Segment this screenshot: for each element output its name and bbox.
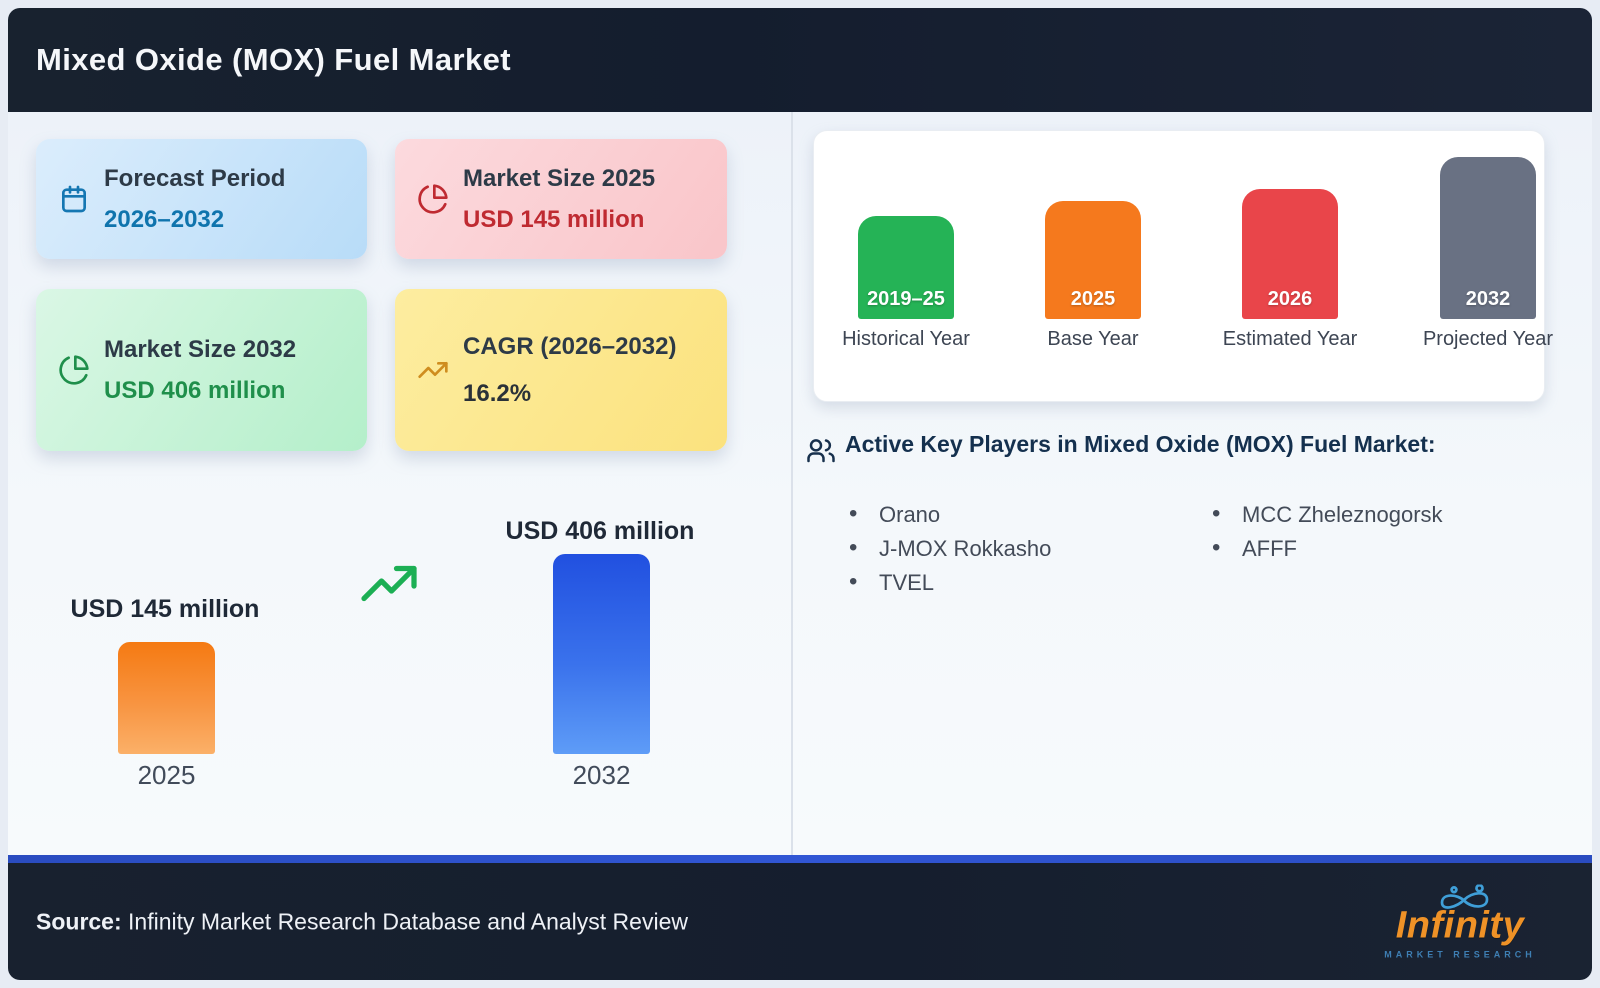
timeline-card: 2019–25 2025 2026 2032 Historical Year B… <box>813 130 1553 402</box>
pie-chart-icon <box>417 183 449 215</box>
bar-category-2025: 2025 <box>137 760 196 790</box>
stat-card-market-size-2025: Market Size 2025 USD 145 million <box>395 139 727 259</box>
key-players-column-2: MCC Zheleznogorsk AFFF <box>1208 502 1443 572</box>
key-player-item: MCC Zheleznogorsk <box>1208 502 1443 526</box>
page-title: Mixed Oxide (MOX) Fuel Market <box>36 42 511 77</box>
card-value: 2026–2032 <box>104 205 225 233</box>
timeline-bar-estimated: 2026 <box>1242 189 1338 319</box>
timeline-caption-historical: Historical Year <box>842 328 970 350</box>
pie-chart-icon <box>58 354 90 386</box>
card-title: Market Size 2032 <box>104 336 297 364</box>
card-title: CAGR (2026–2032) <box>463 332 677 360</box>
timeline-caption-estimated: Estimated Year <box>1222 328 1358 350</box>
timeline-caption-projected: Projected Year <box>1422 328 1554 350</box>
key-players-column-1: Orano J-MOX Rokkasho TVEL <box>845 502 1051 606</box>
footer-bar: Source: Infinity Market Research Databas… <box>8 863 1592 980</box>
card-title: Market Size 2025 <box>463 165 656 193</box>
card-title: Forecast Period <box>104 165 286 193</box>
logo-name: Infinity <box>1395 904 1525 946</box>
bar-category-2032: 2032 <box>572 760 631 790</box>
stat-card-market-size-2032: Market Size 2032 USD 406 million <box>36 289 367 451</box>
timeline-bar-label: 2026 <box>1267 288 1313 310</box>
key-player-item: J-MOX Rokkasho <box>845 536 1051 560</box>
bar-value-label-2025: USD 145 million <box>70 595 260 623</box>
card-value: 16.2% <box>463 380 532 407</box>
key-players-heading: Active Key Players in Mixed Oxide (MOX) … <box>845 431 1436 457</box>
growth-bar-2025 <box>118 642 215 754</box>
source-line: Source: Infinity Market Research Databas… <box>36 908 688 935</box>
timeline-bar-label: 2032 <box>1465 288 1511 310</box>
stat-card-forecast-period: Forecast Period 2026–2032 <box>36 139 367 259</box>
trending-up-icon <box>417 354 449 386</box>
logo-subtitle: MARKET RESEARCH <box>1384 949 1536 959</box>
timeline-bar-historical: 2019–25 <box>858 216 954 319</box>
key-player-item: TVEL <box>845 570 1051 594</box>
stat-card-cagr: CAGR (2026–2032) 16.2% <box>395 289 727 451</box>
key-player-item: Orano <box>845 502 1051 526</box>
card-value: USD 145 million <box>463 205 645 233</box>
bar-value-label-2032: USD 406 million <box>505 517 695 545</box>
timeline-bar-label: 2019–25 <box>867 288 945 310</box>
calendar-icon <box>58 183 90 215</box>
source-text: Infinity Market Research Database and An… <box>121 908 688 934</box>
timeline-bar-base: 2025 <box>1045 201 1141 319</box>
header-bar: Mixed Oxide (MOX) Fuel Market <box>8 8 1592 112</box>
infinity-loop-icon <box>1400 884 1560 914</box>
source-label: Source: <box>36 908 122 934</box>
card-value: USD 406 million <box>104 376 286 404</box>
footer-accent-strip <box>8 855 1592 863</box>
timeline-caption-base: Base Year <box>1047 328 1139 350</box>
key-player-item: AFFF <box>1208 536 1443 560</box>
panel-divider <box>791 112 793 855</box>
growth-trend-arrow-icon <box>352 556 426 616</box>
timeline-bar-label: 2025 <box>1070 288 1116 310</box>
users-icon <box>806 436 836 466</box>
timeline-bar-projected: 2032 <box>1440 157 1536 319</box>
growth-bar-2032 <box>553 554 650 754</box>
infinity-logo: Infinity MARKET RESEARCH <box>1380 884 1540 959</box>
